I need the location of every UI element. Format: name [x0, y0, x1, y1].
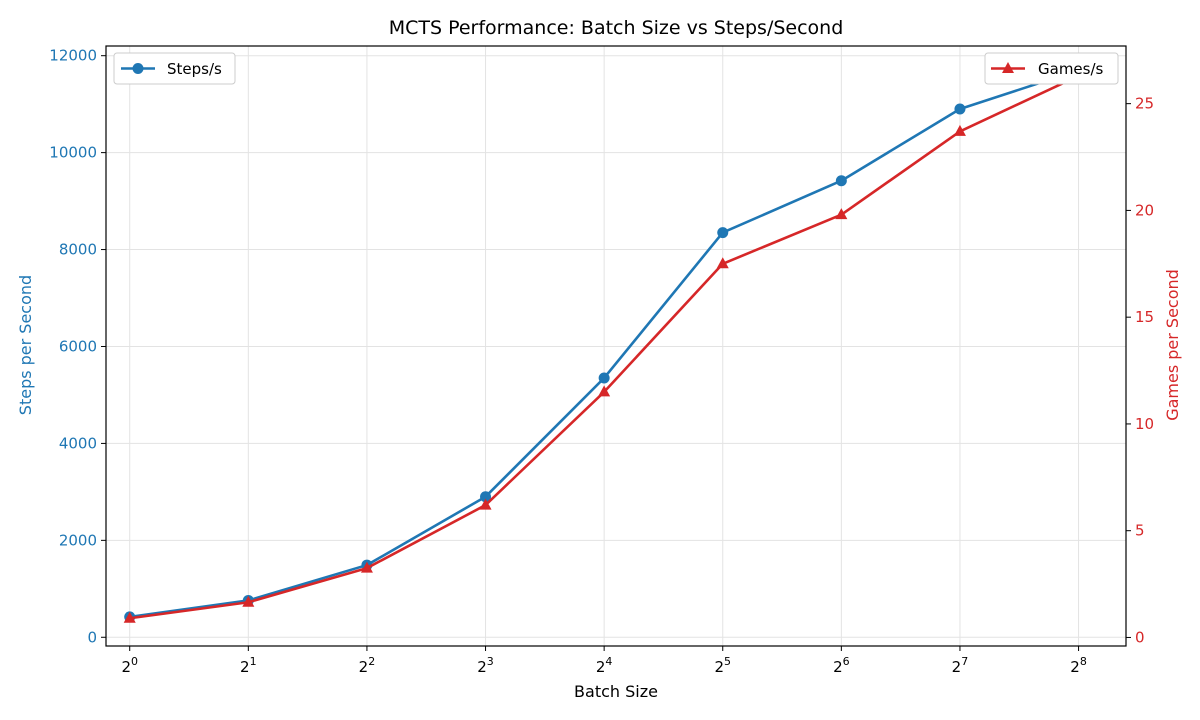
y-right-tick-label: 0	[1135, 628, 1145, 646]
steps-point	[480, 491, 492, 503]
legend-steps-marker	[132, 63, 144, 74]
legend-steps-label: Steps/s	[167, 60, 222, 78]
x-axis-title: Batch Size	[574, 682, 658, 701]
steps-point	[835, 175, 847, 187]
x-tick-label: 22	[359, 655, 376, 676]
games-point	[953, 124, 966, 136]
y-right-tick-label: 25	[1135, 95, 1154, 113]
y-left-tick-label: 0	[87, 628, 97, 646]
steps-point	[717, 227, 729, 239]
y-left-tick-label: 12000	[49, 47, 97, 65]
games-point	[598, 385, 611, 397]
legend-games-label: Games/s	[1038, 60, 1104, 78]
y-left-tick-label: 6000	[59, 337, 97, 355]
games-point	[835, 208, 848, 220]
y-left-tick-label: 10000	[49, 144, 97, 162]
x-tick-label: 27	[952, 655, 969, 676]
games-point	[479, 498, 492, 510]
y-axis-right-title: Games per Second	[1163, 269, 1182, 421]
games-point	[123, 611, 136, 623]
games-point	[242, 595, 255, 607]
y-right-tick-label: 5	[1135, 522, 1145, 540]
chart-title: MCTS Performance: Batch Size vs Steps/Se…	[389, 17, 844, 39]
steps-point	[954, 103, 966, 115]
y-left-tick-label: 2000	[59, 531, 97, 549]
legend-games-box	[984, 52, 1119, 85]
ticks-layer: 20 21 22 23 24 25 26 27 28 0 2000 4000 6000 8000 10000…	[49, 47, 1154, 676]
y-left-tick-label: 8000	[59, 241, 97, 259]
x-tick-label: 26	[833, 655, 850, 676]
x-tick-label: 20	[121, 655, 138, 676]
x-tick-label: 28	[1070, 655, 1087, 676]
x-tick-label: 21	[240, 655, 257, 676]
games-point	[716, 257, 729, 269]
x-tick-label: 24	[596, 655, 613, 676]
x-tick-label: 25	[714, 655, 731, 676]
games-point	[360, 561, 373, 573]
legend-games: Games/s	[984, 52, 1119, 85]
y-left-tick-label: 4000	[59, 434, 97, 452]
grid-layer	[106, 46, 1126, 646]
y-right-tick-label: 20	[1135, 201, 1154, 219]
legend-steps: Steps/s	[113, 52, 236, 85]
y-right-tick-label: 10	[1135, 415, 1154, 433]
y-axis-left-title: Steps per Second	[16, 275, 35, 415]
y-right-tick-label: 15	[1135, 308, 1154, 326]
x-tick-label: 23	[477, 655, 494, 676]
legend-steps-box	[113, 52, 236, 85]
steps-point	[598, 372, 610, 384]
legend-games-marker	[1002, 62, 1014, 73]
series-layer	[123, 64, 1085, 623]
